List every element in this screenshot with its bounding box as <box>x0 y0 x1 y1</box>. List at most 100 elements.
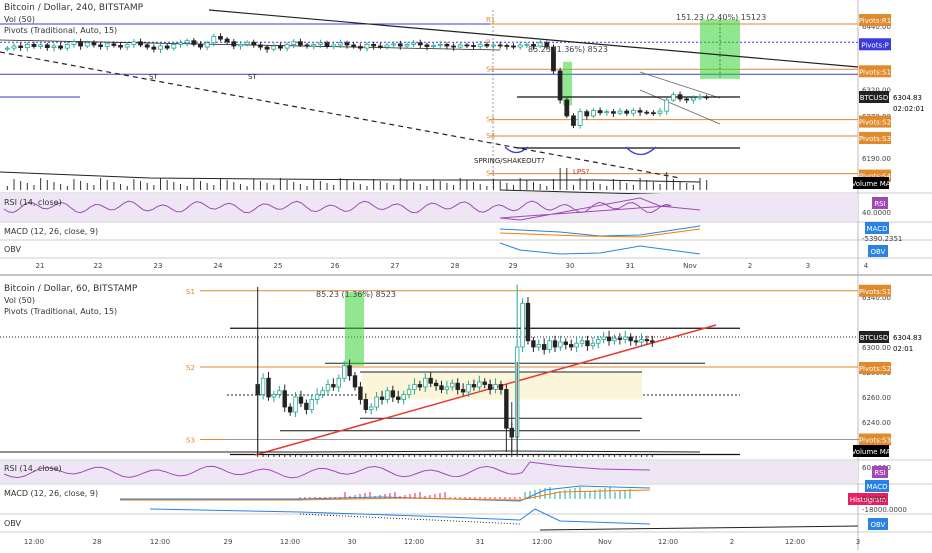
top-date-label: 22 <box>94 262 103 270</box>
bottom-tag-btc: BTCUSD <box>860 334 889 342</box>
bottom-tag-s2-bg <box>859 362 891 374</box>
bottom-tag-rsi-bg <box>872 466 888 478</box>
top-candle-body <box>557 70 563 101</box>
top-candle-body <box>138 41 143 46</box>
top-candle-body <box>431 45 436 47</box>
top-candle-body <box>44 44 50 48</box>
bottom-price-tick: 6300.00 <box>862 344 891 352</box>
top-candle-body <box>517 44 523 48</box>
bottom-measure-zone <box>345 292 364 366</box>
top-candle-body <box>38 44 44 47</box>
bottom-candle-body <box>569 344 574 348</box>
bottom-candle-body <box>282 390 287 408</box>
top-measure-label-1: 151.23 (2.40%) 15123 <box>676 13 766 22</box>
top-candle-body <box>417 42 423 46</box>
bottom-candle-body <box>358 386 363 400</box>
top-candle-body <box>331 44 337 47</box>
bottom-candle-body <box>579 340 585 344</box>
bottom-candle-body <box>460 389 466 393</box>
bottom-obv-line <box>149 508 651 525</box>
bottom-date-label: 2 <box>730 538 734 546</box>
bottom-candle-body <box>466 384 471 393</box>
bottom-date-label: 29 <box>224 538 233 546</box>
bottom-date-label: 12:00 <box>532 538 552 546</box>
top-candle-body <box>211 36 217 44</box>
bottom-candle-body <box>401 394 406 400</box>
top-rsi-line <box>3 197 701 221</box>
bottom-title: Bitcoin / Dollar, 60, BITSTAMP <box>4 284 138 294</box>
bottom-vol-label: Vol (50) <box>4 296 35 305</box>
bottom-macd-line <box>120 485 651 502</box>
top-candle-body <box>657 110 663 114</box>
bottom-date-label: 12:00 <box>785 538 805 546</box>
top-candle-body <box>617 110 623 114</box>
bottom-pivot-letter-s1: S1 <box>186 288 195 296</box>
top-candle-body <box>464 44 470 47</box>
top-date-label: 4 <box>864 262 869 270</box>
bottom-candle-body <box>612 337 617 342</box>
top-date-label: 31 <box>626 262 635 270</box>
top-tag-s1: Pivots:S1 <box>859 68 891 76</box>
bottom-date-label: 12:00 <box>24 538 44 546</box>
top-tag-s3: Pivots:S3 <box>859 135 891 143</box>
bottom-price-tick: 6240.00 <box>862 419 891 427</box>
top-candle-body <box>631 110 636 114</box>
bottom-candle-body <box>531 340 536 348</box>
bottom-candle-body <box>525 302 531 342</box>
top-pivot-letter-r1: R1 <box>486 16 495 24</box>
top-candle-body <box>351 44 357 47</box>
top-candle-body <box>611 111 616 114</box>
bottom-tag-volma-bg <box>853 445 889 457</box>
top-date-label: 30 <box>566 262 575 270</box>
top-tag-s3-bg <box>859 132 891 144</box>
bottom-candle-body <box>444 386 450 390</box>
top-tag-macd: MACD <box>867 225 888 233</box>
top-rsi-label: RSI (14, close) <box>4 198 62 207</box>
bottom-price-tick: 6340.00 <box>862 294 891 302</box>
bottom-date-label: 30 <box>348 538 357 546</box>
top-tag-btc: BTCUSD <box>860 94 889 102</box>
bottom-price-tick: 6260.00 <box>862 394 891 402</box>
top-candle-body <box>544 42 550 48</box>
bottom-candle-body <box>423 377 428 388</box>
top-date-label: 3 <box>806 262 810 270</box>
bottom-tag-hist-bg <box>848 493 888 505</box>
top-candle-body <box>271 45 277 50</box>
bottom-candle-body <box>552 340 558 348</box>
top-candle-body <box>144 44 150 48</box>
bottom-candle-body <box>450 382 455 388</box>
top-candle-body <box>104 43 110 47</box>
top-candle-body <box>511 45 516 48</box>
top-pivot-letter-s1: S1 <box>486 65 495 73</box>
top-candle-body <box>704 96 710 99</box>
top-tag-s2-bg <box>859 115 891 128</box>
bottom-candle-body <box>487 384 493 390</box>
top-candle-body <box>238 44 243 47</box>
bottom-candle-body <box>623 336 628 340</box>
top-candle-body <box>171 44 177 49</box>
bottom-tag-timer: 02:01 <box>893 345 913 353</box>
top-st-label-1: ST <box>149 73 158 81</box>
bottom-candle-body <box>558 341 563 348</box>
top-candle-body <box>404 44 410 47</box>
top-pivot-letter-s2: S2 <box>486 116 495 124</box>
bottom-candle-body <box>504 389 509 429</box>
bottom-candle-body <box>433 382 439 387</box>
top-tag-btc-price: 6304.83 <box>893 94 922 102</box>
top-candle-body <box>377 45 383 48</box>
bottom-info-box: Bitcoin / Dollar, 60, BITSTAMP Vol (50) … <box>4 284 137 317</box>
bottom-obv-trend <box>539 525 859 531</box>
top-candle-body <box>684 98 690 101</box>
bottom-pivot-letter-s2: S2 <box>186 364 195 372</box>
top-candle-body <box>551 46 556 72</box>
bottom-candle-body <box>477 381 482 388</box>
top-candle-body <box>371 44 377 47</box>
bottom-candle-body <box>482 381 487 385</box>
bottom-candle-body <box>585 340 590 347</box>
bottom-candle-body <box>369 406 374 410</box>
top-candle-body <box>324 42 330 47</box>
bottom-candle-body <box>590 342 596 347</box>
top-date-label: 29 <box>509 262 518 270</box>
